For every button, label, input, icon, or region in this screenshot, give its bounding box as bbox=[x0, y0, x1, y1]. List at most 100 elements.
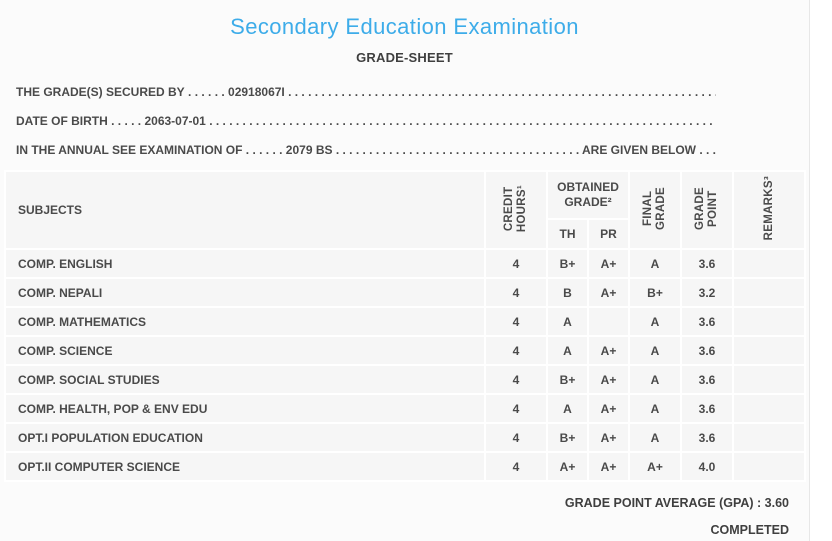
remarks-cell bbox=[734, 395, 804, 422]
grade-point-cell: 3.2 bbox=[682, 279, 732, 306]
pr-grade-cell: A+ bbox=[589, 337, 628, 364]
subject-cell: COMP. SCIENCE bbox=[6, 337, 484, 364]
grade-sheet-panel: Secondary Education Examination GRADE-SH… bbox=[0, 0, 810, 541]
dotted-fill: . . . . . . . . . . . . . . . . . . . . … bbox=[209, 113, 716, 128]
pr-grade-cell bbox=[589, 308, 628, 335]
header-remarks-label: REMARKS³ bbox=[762, 176, 775, 241]
pr-grade-cell: A+ bbox=[589, 250, 628, 277]
credit-hours-cell: 4 bbox=[486, 250, 546, 277]
grade-point-cell: 3.6 bbox=[682, 337, 732, 364]
pr-grade-cell: A+ bbox=[589, 424, 628, 451]
final-grade-cell: A bbox=[630, 366, 680, 393]
subject-cell: COMP. NEPALI bbox=[6, 279, 484, 306]
header-final-grade: FINAL GRADE bbox=[630, 172, 680, 248]
table-row: COMP. NEPALI 4 B A+ B+ 3.2 bbox=[6, 279, 804, 306]
th-grade-cell: A+ bbox=[548, 453, 587, 480]
dotted-fill: . . . . . . . . . . . . . . . . . . . . … bbox=[335, 142, 580, 157]
header-grade-point: GRADE POINT bbox=[682, 172, 732, 248]
header-credit-hours: CREDIT HOURS¹ bbox=[486, 172, 546, 248]
final-grade-cell: B+ bbox=[630, 279, 680, 306]
status-completed: COMPLETED bbox=[710, 523, 789, 537]
student-info: THE GRADE(S) SECURED BY . . . . . . 0291… bbox=[16, 77, 716, 164]
exam-year-value: 2079 BS bbox=[285, 142, 333, 157]
credit-hours-cell: 4 bbox=[486, 395, 546, 422]
grade-sheet-subtitle: GRADE-SHEET bbox=[356, 50, 453, 65]
final-grade-cell: A+ bbox=[630, 453, 680, 480]
table-row: COMP. HEALTH, POP & ENV EDU 4 A A+ A 3.6 bbox=[6, 395, 804, 422]
final-grade-cell: A bbox=[630, 308, 680, 335]
date-of-birth-value: 2063-07-01 bbox=[144, 113, 206, 128]
remarks-cell bbox=[734, 453, 804, 480]
subject-cell: OPT.I POPULATION EDUCATION bbox=[6, 424, 484, 451]
th-grade-cell: A bbox=[548, 395, 587, 422]
remarks-cell bbox=[734, 308, 804, 335]
grades-table-wrapper: SUBJECTS CREDIT HOURS¹ OBTAINED GRADE² F… bbox=[4, 170, 806, 482]
credit-hours-cell: 4 bbox=[486, 279, 546, 306]
credit-hours-cell: 4 bbox=[486, 366, 546, 393]
header-credit-hours-label: CREDIT HOURS¹ bbox=[503, 184, 528, 233]
dot-separator: . . . . . . bbox=[184, 84, 229, 99]
info-label: DATE OF BIRTH bbox=[16, 113, 108, 128]
grade-point-cell: 3.6 bbox=[682, 395, 732, 422]
remarks-cell bbox=[734, 279, 804, 306]
header-obtained-grade: OBTAINED GRADE² bbox=[548, 172, 628, 218]
grade-point-cell: 3.6 bbox=[682, 250, 732, 277]
table-row: COMP. SCIENCE 4 A A+ A 3.6 bbox=[6, 337, 804, 364]
th-grade-cell: B+ bbox=[548, 366, 587, 393]
header-obtained-grade-label: OBTAINED GRADE² bbox=[557, 180, 619, 209]
header-subjects: SUBJECTS bbox=[6, 172, 484, 248]
credit-hours-cell: 4 bbox=[486, 308, 546, 335]
remarks-cell bbox=[734, 250, 804, 277]
subject-cell: COMP. SOCIAL STUDIES bbox=[6, 366, 484, 393]
credit-hours-cell: 4 bbox=[486, 424, 546, 451]
grade-point-cell: 3.6 bbox=[682, 308, 732, 335]
table-row: OPT.I POPULATION EDUCATION 4 B+ A+ A 3.6 bbox=[6, 424, 804, 451]
pr-grade-cell: A+ bbox=[589, 453, 628, 480]
final-grade-cell: A bbox=[630, 337, 680, 364]
dot-separator: . . . . . bbox=[107, 113, 145, 128]
info-line-date-of-birth: DATE OF BIRTH . . . . . 2063-07-01 . . .… bbox=[16, 106, 716, 135]
header-remarks: REMARKS³ bbox=[734, 172, 804, 248]
page-title: Secondary Education Examination bbox=[230, 14, 579, 39]
credit-hours-cell: 4 bbox=[486, 453, 546, 480]
grade-point-cell: 3.6 bbox=[682, 366, 732, 393]
info-label: IN THE ANNUAL SEE EXAMINATION OF bbox=[16, 142, 243, 157]
grade-point-cell: 4.0 bbox=[682, 453, 732, 480]
subject-cell: COMP. ENGLISH bbox=[6, 250, 484, 277]
info-line-grades-secured-by: THE GRADE(S) SECURED BY . . . . . . 0291… bbox=[16, 77, 716, 106]
th-grade-cell: B bbox=[548, 279, 587, 306]
remarks-cell bbox=[734, 366, 804, 393]
header-th: TH bbox=[548, 220, 587, 248]
header-grade-point-label: GRADE POINT bbox=[694, 186, 719, 231]
remarks-cell bbox=[734, 424, 804, 451]
th-grade-cell: B+ bbox=[548, 424, 587, 451]
dotted-fill: . . . . . . . . . . . . . . . . . . . . … bbox=[288, 84, 716, 99]
final-grade-cell: A bbox=[630, 395, 680, 422]
grades-table: SUBJECTS CREDIT HOURS¹ OBTAINED GRADE² F… bbox=[4, 170, 806, 482]
result-footer: GRADE POINT AVERAGE (GPA) : 3.60 COMPLET… bbox=[0, 496, 809, 537]
table-row: COMP. ENGLISH 4 B+ A+ A 3.6 bbox=[6, 250, 804, 277]
final-grade-cell: A bbox=[630, 250, 680, 277]
symbol-number-value: 02918067I bbox=[228, 84, 285, 99]
th-grade-cell: A bbox=[548, 308, 587, 335]
gpa-summary: GRADE POINT AVERAGE (GPA) : 3.60 bbox=[564, 496, 789, 510]
dot-separator: . . . . . . bbox=[242, 142, 286, 157]
info-line-examination-year: IN THE ANNUAL SEE EXAMINATION OF . . . .… bbox=[16, 135, 716, 164]
subject-cell: OPT.II COMPUTER SCIENCE bbox=[6, 453, 484, 480]
th-grade-cell: A bbox=[548, 337, 587, 364]
table-row: COMP. SOCIAL STUDIES 4 B+ A+ A 3.6 bbox=[6, 366, 804, 393]
subject-cell: COMP. MATHEMATICS bbox=[6, 308, 484, 335]
table-row: OPT.II COMPUTER SCIENCE 4 A+ A+ A+ 4.0 bbox=[6, 453, 804, 480]
info-suffix: ARE GIVEN BELOW . . . bbox=[579, 142, 716, 157]
pr-grade-cell: A+ bbox=[589, 395, 628, 422]
table-row: COMP. MATHEMATICS 4 A A 3.6 bbox=[6, 308, 804, 335]
info-label: THE GRADE(S) SECURED BY bbox=[16, 84, 185, 99]
header-final-grade-label: FINAL GRADE bbox=[642, 186, 667, 231]
grade-point-cell: 3.6 bbox=[682, 424, 732, 451]
th-grade-cell: B+ bbox=[548, 250, 587, 277]
final-grade-cell: A bbox=[630, 424, 680, 451]
credit-hours-cell: 4 bbox=[486, 337, 546, 364]
remarks-cell bbox=[734, 337, 804, 364]
grades-table-body: COMP. ENGLISH 4 B+ A+ A 3.6 COMP. NEPALI 4 B A+ B+… bbox=[6, 250, 804, 480]
subject-cell: COMP. HEALTH, POP & ENV EDU bbox=[6, 395, 484, 422]
